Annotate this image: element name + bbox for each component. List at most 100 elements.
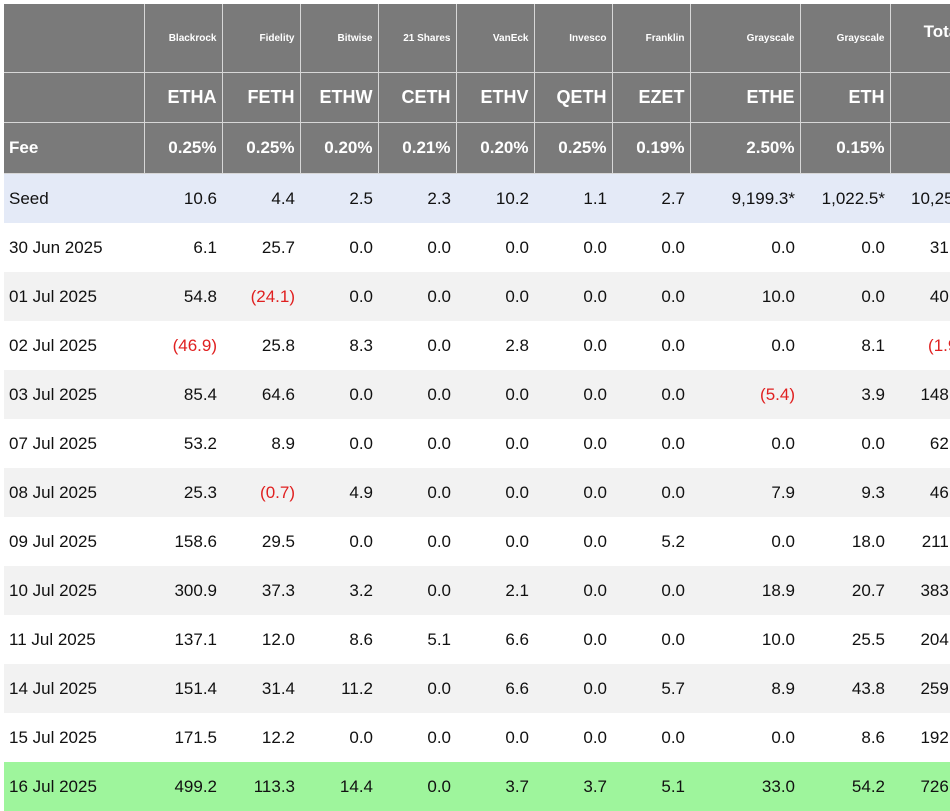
date-cell: 02 Jul 2025 (4, 321, 144, 370)
flow-cell: 0.0 (456, 419, 534, 468)
flow-cell: 0.0 (378, 566, 456, 615)
ticker-header: CETH (378, 73, 456, 123)
flow-cell: 0.0 (612, 321, 690, 370)
flow-cell: 6.1 (144, 223, 222, 272)
flow-cell: 0.0 (456, 223, 534, 272)
total-cell: 192.3 (890, 713, 950, 762)
flow-cell: (0.7) (222, 468, 300, 517)
flow-cell: 1.1 (534, 174, 612, 224)
flow-cell: 0.0 (534, 566, 612, 615)
flow-cell: 0.0 (378, 468, 456, 517)
date-cell: 08 Jul 2025 (4, 468, 144, 517)
flow-cell: 25.5 (800, 615, 890, 664)
flow-cell: 85.4 (144, 370, 222, 419)
flow-cell: 9,199.3* (690, 174, 800, 224)
flow-cell: 0.0 (378, 517, 456, 566)
flow-cell: 12.0 (222, 615, 300, 664)
flow-cell: 0.0 (534, 223, 612, 272)
ticker-header: ETHW (300, 73, 378, 123)
flow-cell: 0.0 (534, 713, 612, 762)
flow-cell: 0.0 (378, 664, 456, 713)
flow-cell: 300.9 (144, 566, 222, 615)
flow-cell: 0.0 (378, 419, 456, 468)
flow-cell: 64.6 (222, 370, 300, 419)
flow-cell: 0.0 (690, 419, 800, 468)
ticker-header: ETHV (456, 73, 534, 123)
flow-cell: 2.1 (456, 566, 534, 615)
flow-cell: 10.2 (456, 174, 534, 224)
flow-cell: 0.0 (612, 615, 690, 664)
flow-cell: 3.7 (534, 762, 612, 811)
ticker-header: QETH (534, 73, 612, 123)
flow-cell: 4.9 (300, 468, 378, 517)
flow-cell: 0.0 (378, 713, 456, 762)
total-cell: 62.1 (890, 419, 950, 468)
flow-cell: 0.0 (534, 615, 612, 664)
date-cell: 10 Jul 2025 (4, 566, 144, 615)
flow-cell: 53.2 (144, 419, 222, 468)
ticker-header-row: ETHA FETH ETHW CETH ETHV QETH EZET ETHE … (4, 73, 950, 123)
flow-cell: 0.0 (534, 370, 612, 419)
issuer-header-row: Blackrock Fidelity Bitwise 21 Shares Van… (4, 4, 950, 73)
flow-cell: 151.4 (144, 664, 222, 713)
flow-cell: 18.9 (690, 566, 800, 615)
flow-cell: 54.2 (800, 762, 890, 811)
flow-cell: 6.6 (456, 615, 534, 664)
date-cell: 09 Jul 2025 (4, 517, 144, 566)
total-cell: 40.7 (890, 272, 950, 321)
issuer-header: Grayscale (800, 4, 890, 73)
flow-cell: 5.1 (378, 615, 456, 664)
flow-cell: 43.8 (800, 664, 890, 713)
date-cell: 15 Jul 2025 (4, 713, 144, 762)
flow-cell: 0.0 (690, 321, 800, 370)
total-cell: 10,255 (890, 174, 950, 224)
total-cell: 259.0 (890, 664, 950, 713)
date-cell: 14 Jul 2025 (4, 664, 144, 713)
flow-cell: 0.0 (456, 370, 534, 419)
flow-cell: 171.5 (144, 713, 222, 762)
date-cell: 07 Jul 2025 (4, 419, 144, 468)
flow-cell: 0.0 (612, 713, 690, 762)
fee-value: 0.19% (612, 123, 690, 174)
flow-cell: 8.9 (690, 664, 800, 713)
issuer-header: Blackrock (144, 4, 222, 73)
total-cell: 46.7 (890, 468, 950, 517)
flow-cell: 3.2 (300, 566, 378, 615)
date-cell: 11 Jul 2025 (4, 615, 144, 664)
flow-cell: 18.0 (800, 517, 890, 566)
flow-cell: 8.1 (800, 321, 890, 370)
flow-cell: 0.0 (300, 517, 378, 566)
flow-cell: 0.0 (800, 419, 890, 468)
fee-value: 0.25% (144, 123, 222, 174)
flow-cell: 11.2 (300, 664, 378, 713)
total-header: Total (890, 4, 950, 73)
flow-cell: 2.8 (456, 321, 534, 370)
flow-cell: 0.0 (378, 762, 456, 811)
flow-cell: 0.0 (690, 517, 800, 566)
header-blank-cell (890, 123, 950, 174)
flow-cell: 3.7 (456, 762, 534, 811)
date-cell: 30 Jun 2025 (4, 223, 144, 272)
flow-cell: 158.6 (144, 517, 222, 566)
fee-value: 2.50% (690, 123, 800, 174)
flow-cell: 2.7 (612, 174, 690, 224)
flow-cell: 8.3 (300, 321, 378, 370)
flow-cell: 25.8 (222, 321, 300, 370)
total-cell: (1.9) (890, 321, 950, 370)
flow-cell: 0.0 (300, 370, 378, 419)
flow-cell: 25.7 (222, 223, 300, 272)
fee-label: Fee (4, 123, 144, 174)
total-cell: 148.5 (890, 370, 950, 419)
flow-cell: 0.0 (456, 272, 534, 321)
flow-cell: 5.1 (612, 762, 690, 811)
